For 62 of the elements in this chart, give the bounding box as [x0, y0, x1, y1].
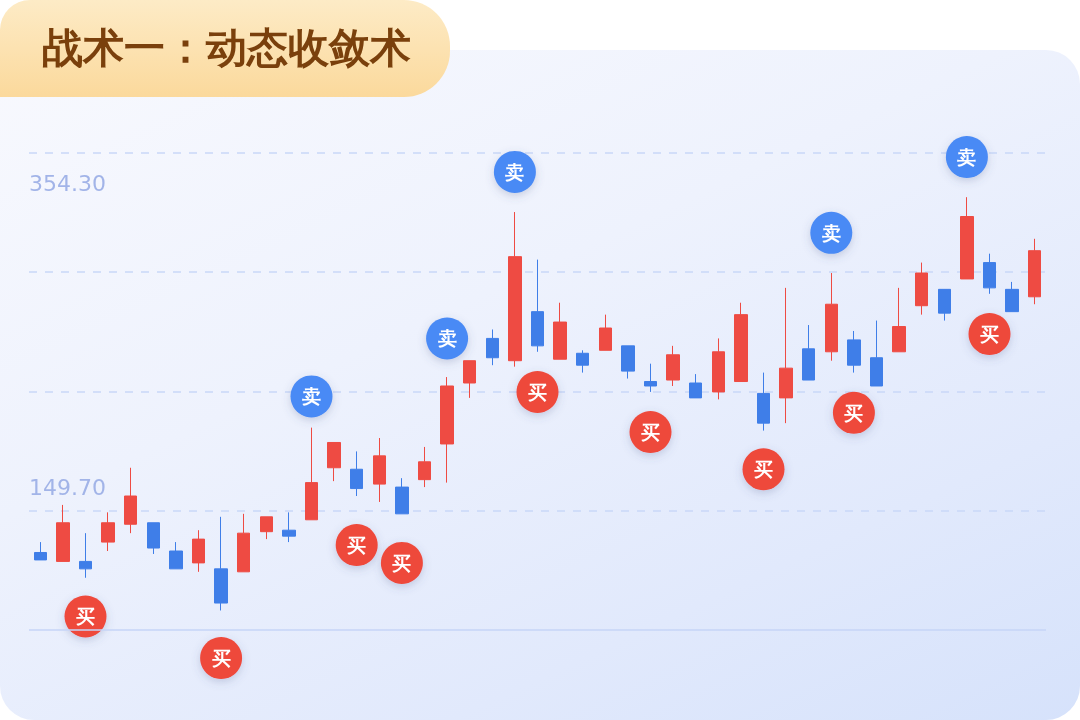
candlestick [260, 516, 273, 540]
candlestick [892, 287, 906, 353]
data-label: 买 [76, 605, 95, 628]
candlestick [960, 196, 974, 280]
candlestick [712, 337, 725, 400]
candlestick [192, 529, 205, 573]
candlestick [463, 360, 476, 399]
data-label: 买 [844, 401, 864, 424]
candlestick [56, 504, 70, 562]
candlestick [644, 363, 657, 393]
data-label: 买 [528, 380, 547, 403]
chart-title: 战术一：动态收敛术 [42, 23, 411, 74]
candlestick [350, 450, 363, 497]
candlestick [621, 345, 635, 380]
candlestick [870, 320, 883, 387]
candlestick [440, 376, 454, 484]
candlestick [599, 314, 612, 351]
candlestick [373, 437, 386, 503]
candlestick [305, 427, 318, 521]
candlestick [983, 253, 996, 295]
candlestick [486, 328, 499, 366]
candlestick [779, 287, 793, 424]
data-label: 卖 [505, 160, 525, 183]
data-label: 买 [754, 458, 773, 481]
data-label: 买 [980, 322, 999, 345]
data-label: 买 [347, 534, 367, 557]
candlestick [825, 272, 838, 362]
candlestick [34, 541, 47, 561]
candlestick [666, 345, 680, 387]
candlestick [214, 516, 228, 611]
candlestick [757, 372, 770, 432]
candlestick [508, 211, 522, 368]
candlestick [915, 262, 928, 316]
candlestick [938, 288, 951, 322]
candlestick [531, 259, 544, 353]
candlestick [689, 373, 702, 399]
candlestick [553, 302, 567, 360]
candlestick [576, 349, 589, 374]
candlestick [847, 330, 861, 374]
data-label: 卖 [437, 327, 457, 350]
candlestick [147, 522, 160, 555]
data-label: 买 [641, 421, 660, 444]
candlestick [79, 532, 92, 579]
candlestick [124, 467, 137, 534]
candlestick [237, 513, 250, 573]
data-label: 卖 [957, 146, 977, 169]
candlestick [1028, 238, 1041, 305]
data-label: 买 [211, 647, 231, 670]
data-label: 卖 [302, 385, 321, 408]
candlestick [282, 511, 296, 543]
data-label: 买 [392, 551, 412, 574]
candlestick [418, 446, 431, 488]
candlestick [734, 302, 748, 383]
candlestick [101, 511, 115, 552]
data-label: 卖 [821, 221, 841, 244]
candlestick [802, 324, 815, 381]
candlestick [327, 441, 341, 482]
candlestick [169, 541, 183, 570]
candlestick [1005, 281, 1019, 313]
y-tick-label: 354.30 [29, 170, 106, 196]
y-tick-label: 149.70 [29, 475, 106, 501]
candlestick [395, 477, 409, 515]
